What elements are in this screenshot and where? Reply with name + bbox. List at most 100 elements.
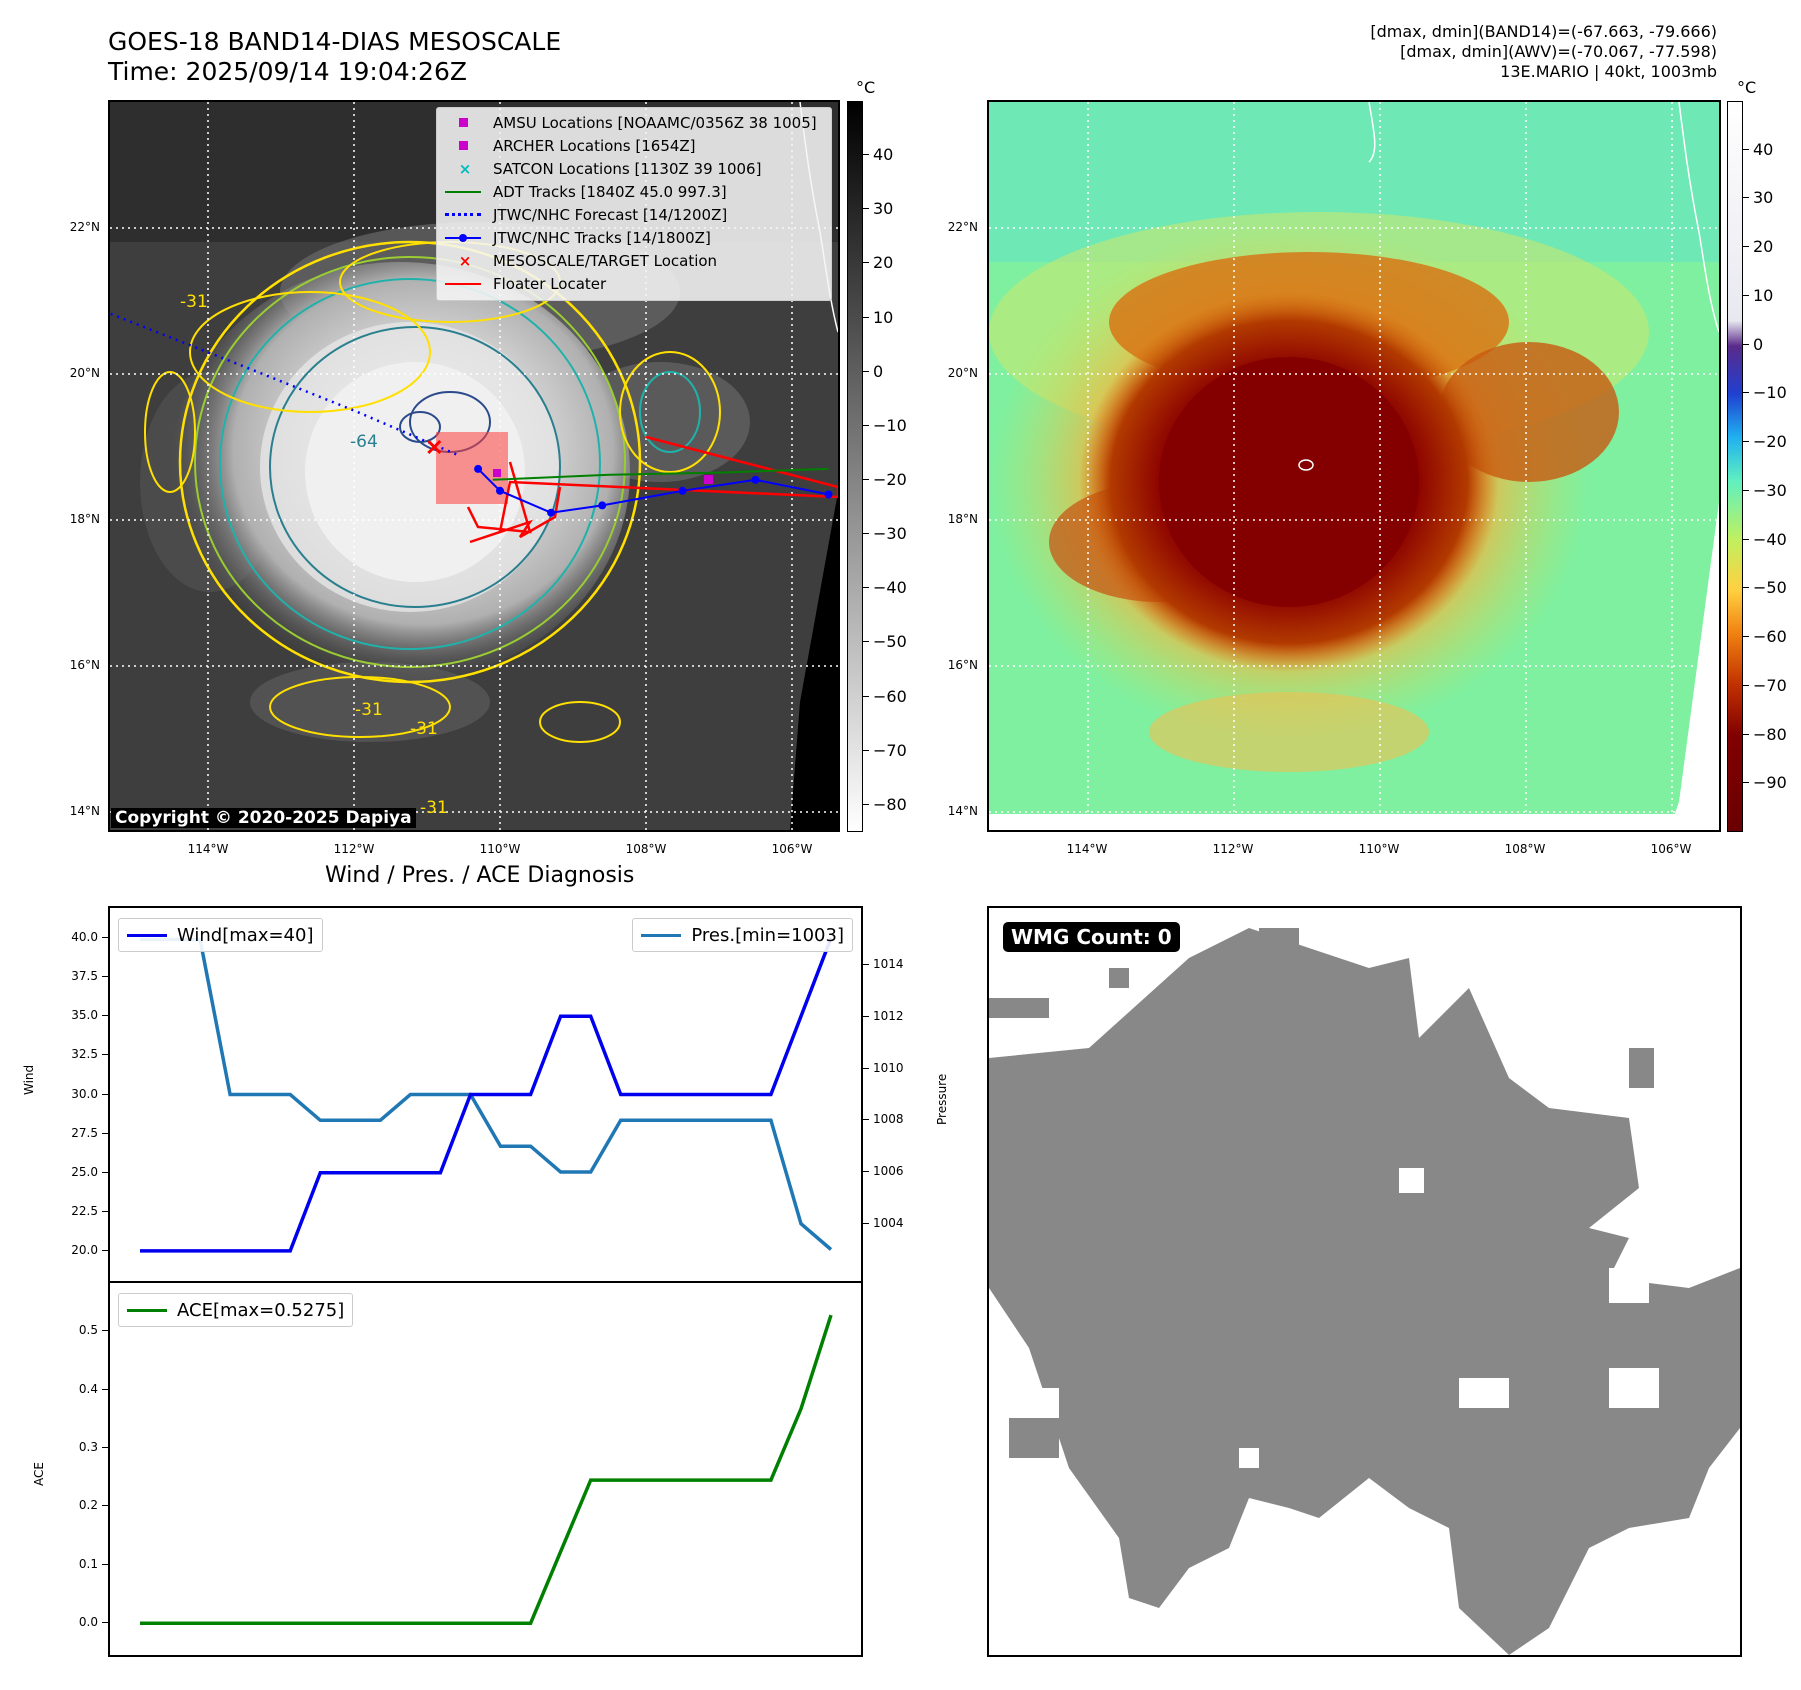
- jtwc-track-point: [824, 490, 833, 499]
- left-cb-tick-label: −50: [873, 632, 907, 652]
- jtwc-track-points: [474, 464, 833, 517]
- amsu-marker: [704, 475, 713, 484]
- right-cb-tick-mark: [1743, 197, 1749, 199]
- ace-y-tick-mark: [102, 1563, 108, 1565]
- right-cb-tick-mark: [1743, 294, 1749, 296]
- ace-series-line: [140, 1314, 833, 1625]
- wmg-panel[interactable]: WMG Count: 0: [987, 906, 1742, 1657]
- lon-label-114: 114°W: [187, 842, 229, 856]
- ace-svg: [140, 1314, 833, 1625]
- mesoscale-target-box: [436, 432, 508, 504]
- ace-ylabel: ACE: [32, 1462, 46, 1486]
- wind-y-tick-label: 20.0: [71, 1242, 98, 1257]
- wind-ylabel: Wind: [22, 1064, 36, 1095]
- wind-pressure-panel[interactable]: Wind[max=40] Pres.[min=1003]: [108, 906, 863, 1283]
- lon-label-108-r: 108°W: [1504, 842, 1546, 856]
- wind-y-tick-label: 40.0: [71, 930, 98, 945]
- ace-y-tick-label: 0.4: [78, 1381, 98, 1396]
- wind-y-tick-label: 25.0: [71, 1164, 98, 1179]
- legend-archer: ARCHER Locations [1654Z]: [445, 135, 696, 157]
- ace-y-tick-mark: [102, 1388, 108, 1390]
- pressure-y-tick-label: 1014: [873, 957, 904, 972]
- jtwc-track-point: [547, 508, 556, 517]
- left-cb-tick-label: 40: [873, 145, 894, 165]
- wind-y-tick-label: 35.0: [71, 1008, 98, 1023]
- wind-series-line: [140, 937, 833, 1253]
- contour-label-0: -31: [180, 292, 208, 312]
- enhanced-coastline: [1298, 102, 1719, 471]
- left-cb-tick-mark: [863, 262, 869, 264]
- lon-label-114-r: 114°W: [1066, 842, 1108, 856]
- ace-y-tick-label: 0.0: [78, 1615, 98, 1630]
- wind-legend-label: Wind[max=40]: [177, 924, 314, 946]
- left-cb-tick-mark: [863, 479, 869, 481]
- ace-legend-swatch: [127, 1308, 167, 1312]
- wind-y-tick-label: 32.5: [71, 1047, 98, 1062]
- left-cb-tick-mark: [863, 695, 869, 697]
- enhanced-ir-map[interactable]: [987, 100, 1721, 832]
- right-cb-tick-mark: [1743, 441, 1749, 443]
- ir-map[interactable]: -64 -31 -31 -31 -31 AMSU Locations [NOAA…: [108, 100, 840, 832]
- wind-y-tick-label: 30.0: [71, 1086, 98, 1101]
- wind-y-tick-mark: [102, 1249, 108, 1251]
- lon-label-110-r: 110°W: [1358, 842, 1400, 856]
- lon-label-106-r: 106°W: [1650, 842, 1692, 856]
- ace-y-tick-label: 0.3: [78, 1439, 98, 1454]
- ace-legend: ACE[max=0.5275]: [118, 1293, 354, 1327]
- right-cb-tick-mark: [1743, 148, 1749, 150]
- ace-y-tick-label: 0.5: [78, 1323, 98, 1338]
- lat-label-20-r: 20°N: [947, 366, 978, 380]
- pressure-series-line: [140, 937, 833, 1251]
- right-cb-tick-mark: [1743, 343, 1749, 345]
- right-cb-tick-mark: [1743, 392, 1749, 394]
- ace-y-tick-label: 0.1: [78, 1556, 98, 1571]
- wind-y-tick-mark: [102, 1093, 108, 1095]
- left-cb-tick-label: −40: [873, 578, 907, 598]
- right-cb-tick-label: 40: [1753, 139, 1774, 159]
- lon-label-112-r: 112°W: [1212, 842, 1254, 856]
- right-cb-tick-mark: [1743, 636, 1749, 638]
- left-cb-tick-mark: [863, 316, 869, 318]
- contour-label-1: -64: [350, 432, 378, 452]
- contour-label-4: -31: [420, 798, 448, 818]
- legend-floater: Floater Locater: [445, 273, 606, 295]
- right-colorbar-unit: °C: [1737, 78, 1757, 97]
- left-cb-tick-label: −80: [873, 794, 907, 814]
- left-cb-tick-mark: [863, 587, 869, 589]
- wind-y-tick-mark: [102, 976, 108, 978]
- floater-locater-line: [469, 435, 838, 544]
- pressure-y-tick-mark: [863, 1222, 869, 1224]
- lat-label-14-r: 14°N: [947, 804, 978, 818]
- lat-label-14: 14°N: [69, 804, 100, 818]
- enhanced-ir-map-svg: [989, 102, 1719, 830]
- left-cb-tick-mark: [863, 641, 869, 643]
- jtwc-track-point: [496, 486, 504, 495]
- lat-label-16: 16°N: [69, 658, 100, 672]
- right-cb-tick-mark: [1743, 587, 1749, 589]
- lon-label-112: 112°W: [333, 842, 375, 856]
- right-cb-tick-label: 10: [1753, 285, 1774, 305]
- ace-y-tick-mark: [102, 1446, 108, 1448]
- ace-y-tick-mark: [102, 1505, 108, 1507]
- ace-panel[interactable]: ACE[max=0.5275]: [108, 1281, 863, 1657]
- copyright-label: Copyright © 2020-2025 Dapiya: [111, 808, 416, 828]
- pressure-legend-swatch: [641, 933, 682, 937]
- left-cb-tick-mark: [863, 803, 869, 805]
- jtwc-track-point: [598, 501, 607, 510]
- left-cb-tick-label: 20: [873, 253, 894, 273]
- left-colorbar: [847, 101, 863, 832]
- left-cb-tick-mark: [863, 749, 869, 751]
- legend-satcon: × SATCON Locations [1130Z 39 1006]: [458, 160, 762, 178]
- right-cb-tick-label: −50: [1753, 578, 1787, 598]
- left-cb-tick-label: −30: [873, 524, 907, 544]
- adt-track-line: [492, 467, 829, 481]
- lat-label-22: 22°N: [69, 220, 100, 234]
- wind-pressure-svg: [140, 937, 833, 1253]
- info-band14: [dmax, dmin](BAND14)=(-67.663, -79.666): [1370, 22, 1717, 41]
- right-cb-tick-label: 0: [1753, 334, 1764, 354]
- archer-marker: [493, 469, 501, 477]
- wind-y-tick-mark: [102, 1132, 108, 1134]
- lat-label-22-r: 22°N: [947, 220, 978, 234]
- wind-y-tick-label: 37.5: [71, 969, 98, 984]
- pressure-y-tick-mark: [863, 1119, 869, 1121]
